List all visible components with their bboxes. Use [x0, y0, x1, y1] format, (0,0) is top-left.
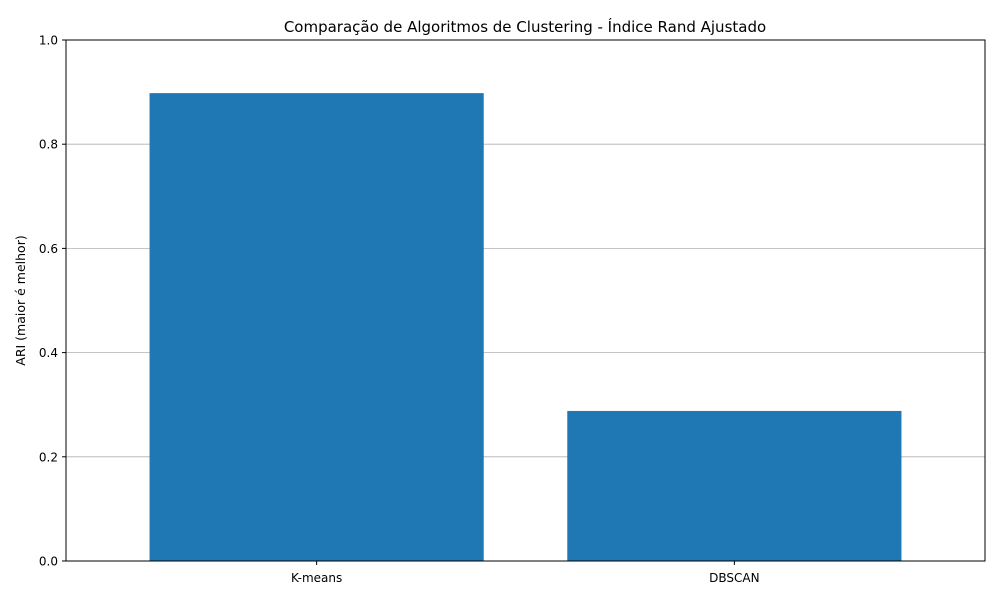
y-tick-label: 0.8 [39, 138, 58, 152]
y-tick-label: 1.0 [39, 34, 58, 48]
chart-title: Comparação de Algoritmos de Clustering -… [284, 17, 766, 36]
bars [149, 93, 902, 561]
bar-dbscan [567, 410, 902, 561]
y-axis-label: ARI (maior é melhor) [13, 235, 28, 365]
y-axis: 0.0 0.2 0.4 0.6 0.8 1.0 [39, 34, 66, 569]
y-tick-label: 0.0 [39, 555, 58, 569]
y-tick-label: 0.4 [39, 346, 58, 360]
x-tick-label: K-means [291, 571, 342, 585]
y-tick-label: 0.2 [39, 450, 58, 464]
x-tick-label: DBSCAN [709, 571, 759, 585]
y-tick-label: 0.6 [39, 242, 58, 256]
x-axis: K-means DBSCAN [291, 561, 760, 585]
plot-area-frame [65, 39, 986, 562]
bar-k-means [149, 93, 484, 561]
